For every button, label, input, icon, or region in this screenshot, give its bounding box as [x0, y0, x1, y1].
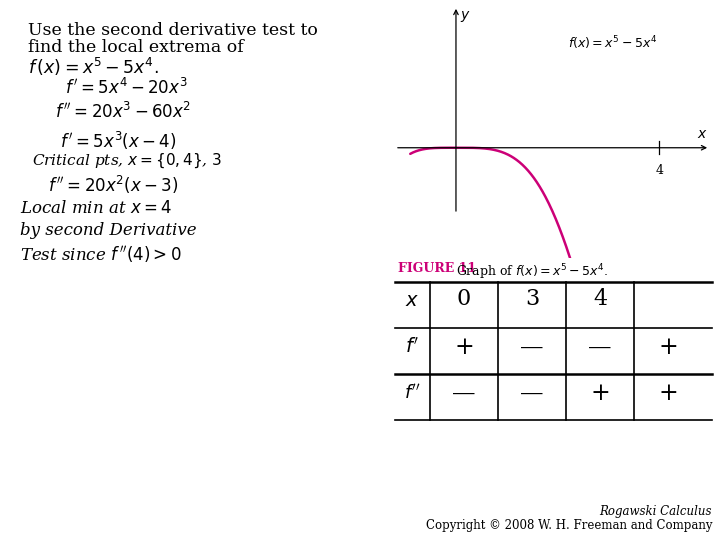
Text: —: —	[521, 381, 544, 404]
Text: 0: 0	[457, 288, 471, 310]
Text: $y$: $y$	[460, 9, 471, 24]
Text: find the local extrema of: find the local extrema of	[28, 39, 244, 56]
Text: Test since $f\,''(4) > 0$: Test since $f\,''(4) > 0$	[20, 244, 181, 265]
Text: +: +	[590, 381, 610, 404]
Text: Critical pts, $x = \{0,4\}$, $3$: Critical pts, $x = \{0,4\}$, $3$	[32, 152, 222, 171]
Text: —: —	[452, 381, 476, 404]
Text: Use the second derivative test to: Use the second derivative test to	[28, 22, 318, 39]
Text: $f\,(x) = x^5 - 5x^4.$: $f\,(x) = x^5 - 5x^4.$	[28, 56, 159, 78]
Text: Graph of $f(x) = x^5 - 5x^4.$: Graph of $f(x) = x^5 - 5x^4.$	[456, 262, 608, 281]
Text: 4: 4	[655, 164, 663, 177]
Text: 3: 3	[525, 288, 539, 310]
Text: $f\,' = 5x^4 - 20x^3$: $f\,' = 5x^4 - 20x^3$	[65, 78, 188, 98]
Text: Rogawski Calculus: Rogawski Calculus	[600, 505, 712, 518]
Text: +: +	[454, 335, 474, 359]
Text: Local min at $x = 4$: Local min at $x = 4$	[20, 200, 172, 217]
Text: $f\,' = 5x^3(x-4)$: $f\,' = 5x^3(x-4)$	[60, 130, 176, 152]
Text: +: +	[658, 335, 678, 359]
Text: —: —	[521, 335, 544, 359]
Text: $x$: $x$	[697, 127, 708, 141]
Text: $f'$: $f'$	[405, 337, 419, 357]
Text: FIGURE 11: FIGURE 11	[398, 262, 476, 275]
Text: Copyright © 2008 W. H. Freeman and Company: Copyright © 2008 W. H. Freeman and Compa…	[426, 519, 712, 532]
Text: $x$: $x$	[405, 292, 419, 310]
Text: —: —	[588, 335, 612, 359]
Text: $f\,'' = 20x^2(x-3)$: $f\,'' = 20x^2(x-3)$	[48, 174, 178, 196]
Text: $f(x) = x^5 - 5x^4$: $f(x) = x^5 - 5x^4$	[568, 35, 657, 52]
Text: by second Derivative: by second Derivative	[20, 222, 197, 239]
Text: $f^{\prime\prime}$: $f^{\prime\prime}$	[404, 383, 420, 402]
Text: +: +	[658, 381, 678, 404]
Text: $f\,'' = 20x^3 - 60x^2$: $f\,'' = 20x^3 - 60x^2$	[55, 102, 192, 122]
Text: 4: 4	[593, 288, 607, 310]
